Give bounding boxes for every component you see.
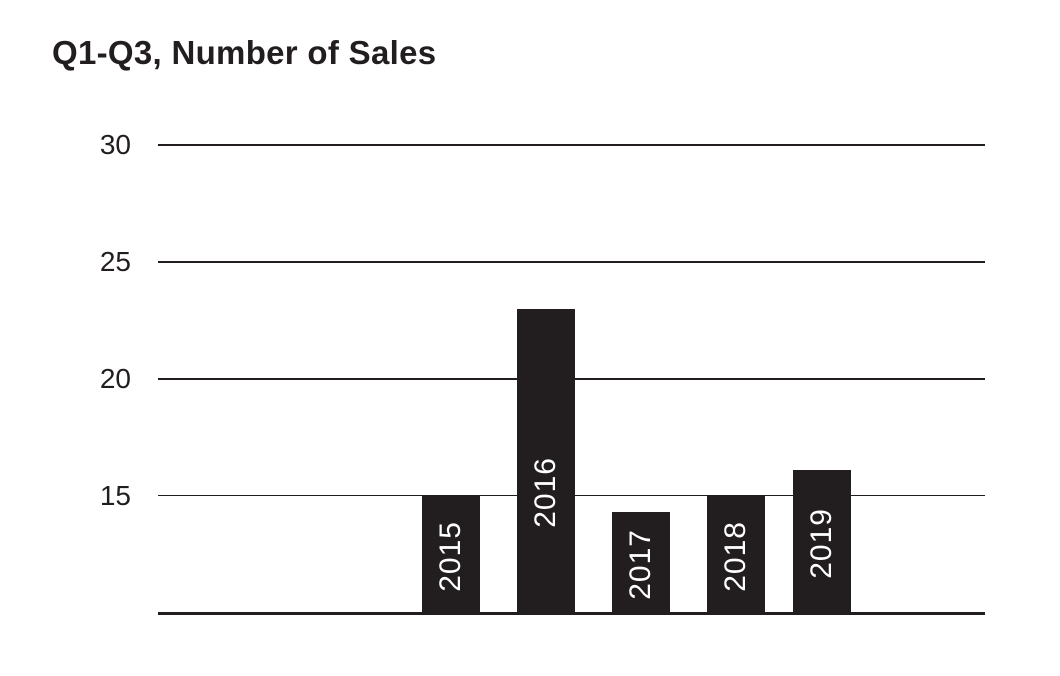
bar-value-label: 2016 (529, 457, 562, 528)
bar-2018: 2018 (707, 495, 765, 614)
bar-value-label: 2018 (719, 520, 752, 592)
chart-title: Q1-Q3, Number of Sales (52, 34, 437, 71)
y-axis-tick-label: 20 (99, 362, 131, 394)
bar-value-label: 2017 (624, 528, 657, 600)
y-axis-tick-label: 25 (99, 245, 131, 277)
y-axis-tick-label: 30 (99, 129, 131, 160)
bar-value-label: 2019 (805, 507, 838, 579)
gridline-25 (158, 261, 985, 263)
bar-value-label: 2015 (434, 520, 467, 592)
bar-2016: 2016 (517, 308, 575, 614)
x-axis-baseline (158, 611, 985, 615)
bar-2015: 2015 (422, 495, 480, 614)
gridline-30 (158, 144, 985, 146)
y-axis-tick-label: 15 (99, 479, 131, 511)
bar-2017: 2017 (612, 511, 670, 614)
bar-2019: 2019 (793, 469, 851, 614)
